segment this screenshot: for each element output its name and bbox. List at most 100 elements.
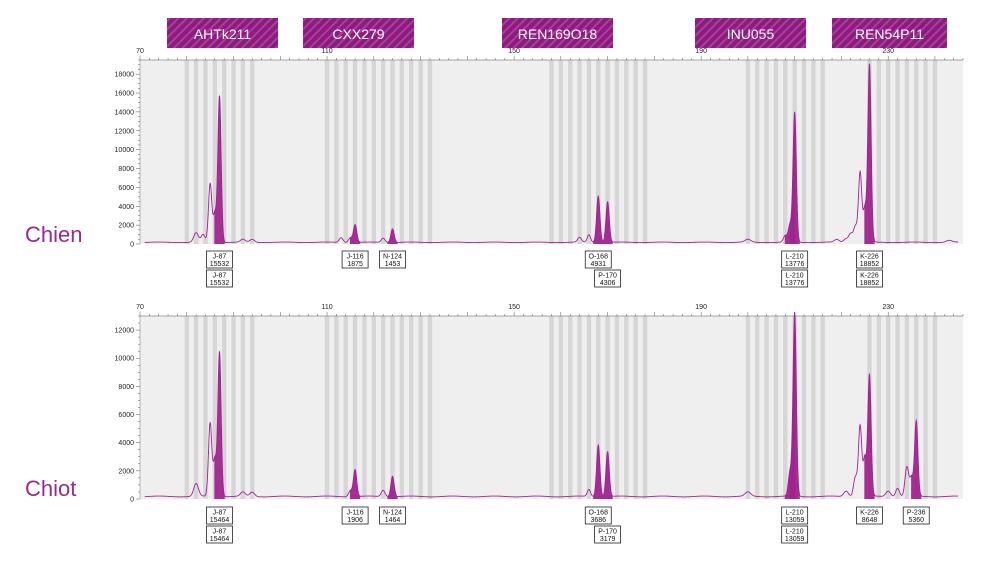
allele-bin (605, 316, 610, 499)
allele-bin (549, 316, 554, 499)
allele-bin (633, 60, 638, 244)
marker-box-bg (832, 18, 947, 48)
peak-label-box (341, 250, 369, 269)
allele-bin (755, 316, 760, 499)
allele-bin (427, 316, 433, 499)
marker-box-ren54p11: REN54P11 (832, 18, 947, 48)
x-tick-label: 110 (321, 304, 332, 311)
peak-height: 15532 (210, 280, 230, 287)
allele-bin (895, 60, 900, 244)
allele-bin (642, 316, 648, 499)
y-tick-label: 8000 (118, 384, 134, 391)
allele-bin (352, 316, 358, 499)
allele-bin (811, 316, 816, 499)
peak-label-box (856, 269, 883, 288)
marker-box-ren169o18: REN169O18 (502, 18, 613, 48)
allele-bin (250, 316, 255, 499)
allele-bin (362, 60, 367, 244)
peak-label-box (781, 506, 809, 525)
peak-height: 3179 (600, 536, 616, 543)
peak-height: 1464 (385, 517, 401, 524)
panel-chiot: 70 110 150 190 230 0 2000 4000 6000 8000 10000 1200… (25, 304, 964, 544)
allele-bin (801, 316, 807, 499)
peak-height: 5360 (908, 517, 924, 524)
allele-bin (549, 60, 554, 244)
allele-bin (904, 60, 910, 244)
peak-height: 13059 (785, 536, 805, 543)
marker-box-bg (303, 18, 414, 48)
y-tick-label: 4000 (118, 204, 134, 211)
allele-bin (221, 60, 227, 244)
x-tick-label: 70 (136, 304, 144, 311)
peak-label-box (781, 269, 809, 288)
marker-box-bg (167, 18, 278, 48)
allele-bin (324, 60, 330, 244)
allele-bin (390, 60, 395, 244)
allele-bin (193, 316, 199, 499)
allele-bin (184, 60, 189, 244)
peak-allele: J-87 (213, 254, 227, 261)
allele-bin (399, 60, 405, 244)
peak-allele: L-210 (786, 273, 804, 280)
allele-bin (568, 316, 573, 499)
allele-bin (380, 316, 386, 499)
allele-bin (783, 60, 788, 244)
peak-allele: L-210 (786, 510, 804, 517)
allele-bin (390, 316, 395, 499)
allele-bin (418, 316, 423, 499)
peak-label-box (902, 506, 930, 525)
peak-allele: O-168 (589, 254, 609, 261)
peak-label-box (206, 506, 233, 525)
allele-bin (409, 60, 414, 244)
y-tick-label: 10000 (115, 147, 135, 154)
peak-height: 4306 (600, 280, 616, 287)
peak-allele: L-210 (786, 529, 804, 536)
allele-bin (596, 316, 601, 499)
allele-bin (184, 316, 189, 499)
allele-bin (203, 316, 208, 499)
allele-bin (334, 316, 339, 499)
peak-height: 13776 (785, 280, 805, 287)
allele-bin (203, 60, 208, 244)
allele-bin (605, 60, 610, 244)
allele-bin (250, 60, 255, 244)
peak-height: 4931 (590, 261, 606, 268)
y-tick-label: 0 (130, 497, 134, 504)
peak-label-box (781, 250, 809, 269)
y-tick-label: 2000 (118, 468, 134, 475)
peak-allele: P-170 (598, 529, 617, 536)
allele-bin (240, 316, 246, 499)
peak-allele: P-170 (598, 273, 617, 280)
peak-label-box (584, 250, 612, 269)
allele-bin (577, 316, 582, 499)
peak-height: 13059 (785, 517, 805, 524)
x-tick-label: 70 (136, 48, 144, 55)
peak-label-box (781, 525, 809, 544)
marker-box-ahtk211: AHTk211 (167, 18, 278, 48)
peak-allele: P-236 (907, 510, 926, 517)
sample-name: Chien (25, 222, 82, 247)
allele-bin (624, 316, 629, 499)
allele-bin (221, 316, 227, 499)
peak-height: 15532 (210, 261, 230, 268)
marker-label: REN54P11 (855, 26, 924, 42)
allele-bin (773, 316, 779, 499)
peak-allele: N-124 (383, 510, 402, 517)
peak-label-box (379, 506, 406, 525)
allele-bin (324, 316, 330, 499)
allele-bin (914, 316, 919, 499)
peak-height: 1875 (347, 261, 363, 268)
allele-bin (409, 316, 414, 499)
x-tick-label: 190 (695, 304, 707, 311)
allele-bin (343, 316, 348, 499)
peak-height: 18852 (860, 261, 880, 268)
allele-bin (399, 316, 405, 499)
peak-height: 18852 (860, 280, 880, 287)
allele-bin (231, 60, 236, 244)
